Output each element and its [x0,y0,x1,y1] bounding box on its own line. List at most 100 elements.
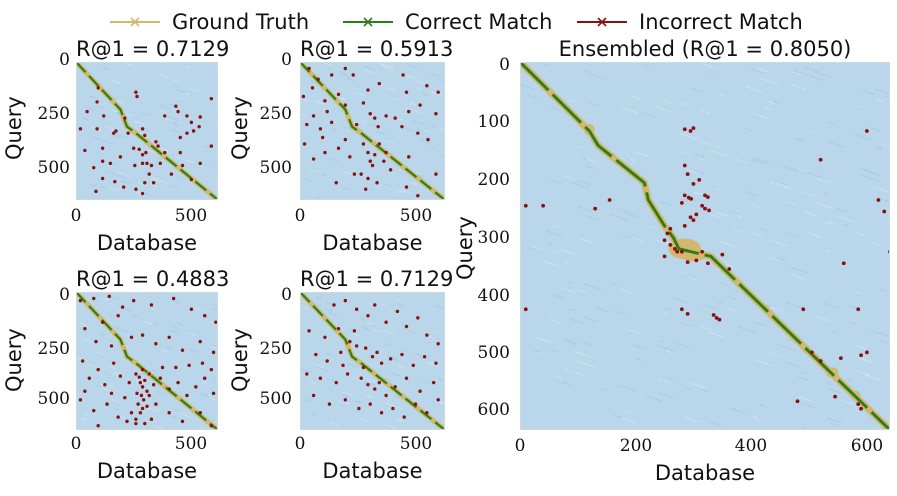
matrix-texture-stroke [679,191,685,194]
incorrect-match-point [697,177,702,182]
y-tick-5-500: 500 [477,343,510,363]
incorrect-match-point [129,335,134,339]
incorrect-match-point [366,88,370,92]
matrix-texture-stroke [560,248,579,257]
legend-label-ground-truth: Ground Truth [172,10,310,34]
y-tick-1-0: 0 [59,50,70,70]
incorrect-match-point [140,333,145,337]
matrix-texture-stroke [769,351,783,358]
matrix-texture-stroke [172,79,182,84]
matrix-texture-stroke [879,288,886,292]
matrix-texture-stroke [88,363,96,368]
y-tick-1-250: 250 [37,104,70,124]
incorrect-match-point [140,161,145,166]
incorrect-match-point [154,342,158,346]
incorrect-match-point [339,350,343,355]
y-tick-2-250: 250 [259,104,292,124]
matrix-texture-stroke [719,93,725,97]
incorrect-match-point [143,378,147,383]
matrix-texture-stroke [151,178,162,183]
matrix-texture-stroke [111,399,122,404]
matrix-texture-stroke [520,84,536,91]
matrix-texture-stroke [384,342,392,347]
matrix-texture-stroke [163,116,174,122]
matrix-texture-stroke [310,412,317,417]
matrix-texture-stroke [727,295,737,301]
matrix-texture-stroke [111,162,119,166]
incorrect-match-point [209,144,214,148]
incorrect-match-point [198,339,202,344]
matrix-texture-stroke [119,180,126,184]
matrix-texture-stroke [133,120,139,124]
matrix-texture-stroke [412,119,417,123]
incorrect-match-point [147,372,151,376]
matrix-texture-stroke [135,120,146,126]
incorrect-match-point [149,417,154,421]
matrix-texture-stroke [435,304,445,309]
incorrect-match-point [174,104,178,108]
incorrect-match-point [425,84,429,88]
incorrect-match-point [705,195,710,200]
matrix-texture-stroke [151,308,157,311]
correct-match-line-icon [343,17,393,27]
matrix-texture-stroke [418,138,430,144]
matrix-texture-stroke [100,386,111,392]
matrix-texture-stroke [825,381,833,386]
incorrect-match-point [717,317,722,322]
matrix-texture-stroke [708,331,725,338]
matrix-texture-stroke [549,106,560,111]
matrix-texture-stroke [695,170,705,175]
matrix-texture-stroke [663,380,672,384]
matrix-texture-stroke [877,331,890,338]
incorrect-match-point [665,231,670,236]
matrix-texture-stroke [368,322,375,326]
incorrect-match-point [109,344,114,348]
matrix-texture-stroke [328,311,339,317]
matrix-texture-stroke [355,410,360,413]
y-axis-label-3: Query [2,328,26,392]
matrix-texture-stroke [588,73,607,81]
matrix-texture-stroke [433,169,441,173]
matrix-texture-stroke [735,158,748,164]
incorrect-match-point [118,374,123,378]
correct-match-path [300,62,445,200]
matrix-texture-stroke [171,122,179,126]
incorrect-match-point [83,148,87,153]
matrix-texture-stroke [195,307,206,313]
matrix-texture-stroke [315,304,322,308]
incorrect-match-point [311,114,316,118]
matrix-texture-stroke [308,380,318,385]
incorrect-match-point [108,161,113,166]
matrix-texture-stroke [549,318,562,325]
matrix-texture-stroke [393,395,402,400]
matrix-texture-stroke [152,424,163,430]
matrix-texture-stroke [353,333,362,338]
matrix-texture-stroke [755,359,772,367]
incorrect-match-point [366,314,370,318]
matrix-texture-stroke [577,205,592,212]
incorrect-match-point [351,73,355,77]
incorrect-match-point [705,261,710,266]
matrix-texture-stroke [738,326,757,334]
matrix-texture-stroke [396,364,405,369]
x-axis-label-4: Database [322,459,423,483]
incorrect-match-point [78,398,83,402]
matrix-texture-stroke [550,250,559,254]
matrix-texture-stroke [124,62,134,67]
matrix-texture-stroke [752,418,761,423]
matrix-texture-stroke [376,130,386,136]
matrix-texture-stroke [421,380,428,384]
incorrect-match-point [607,198,612,202]
incorrect-match-point [691,182,696,186]
x-axis-label-ensembled: Database [654,461,756,485]
incorrect-match-point [714,315,719,320]
incorrect-match-point [118,155,123,159]
matrix-texture-stroke [613,283,620,287]
x-tick-3-0: 0 [70,434,82,454]
matrix-texture-stroke [719,282,728,287]
y-tick-5-300: 300 [477,228,510,248]
matrix-texture-stroke [409,181,417,185]
incorrect-match-point [140,385,145,389]
incorrect-match-point [102,114,106,118]
incorrect-match-point [311,393,316,398]
